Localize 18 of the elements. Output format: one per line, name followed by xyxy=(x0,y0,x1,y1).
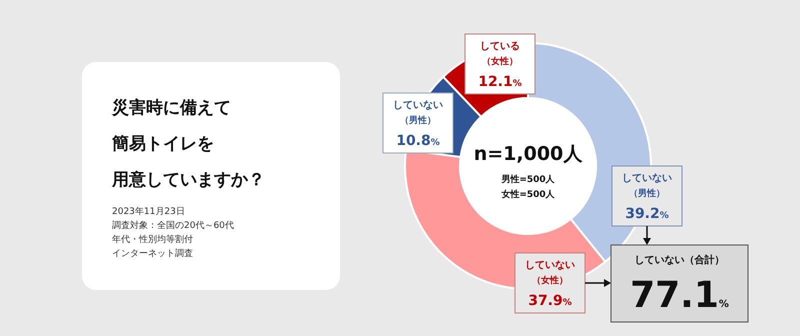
data-label: 39.2% xyxy=(625,206,669,222)
text: 災害時に備えて簡易トイレを用意していますか？ xyxy=(112,97,266,192)
text: 女性=500人 xyxy=(500,189,556,200)
data-label: 37.9% xyxy=(528,293,572,309)
text: 男性=500人 xyxy=(500,174,556,185)
slice-label: している（女性） xyxy=(480,41,520,67)
text: 調査対象：全国の20代～60代 xyxy=(112,220,234,231)
text: 年代・性別均等割付 xyxy=(112,234,193,245)
slice-label: していない（女性） xyxy=(525,260,575,286)
slice-label: していない（男性） xyxy=(622,173,672,199)
text: n=1,000人 xyxy=(474,143,584,165)
data-label: 10.8% xyxy=(396,133,440,149)
text: インターネット調査 xyxy=(112,248,193,259)
data-label: 12.1% xyxy=(478,74,522,90)
slice-label: していない（男性） xyxy=(393,100,443,126)
text: 77.1% xyxy=(630,275,729,316)
text: 2023年11月23日 xyxy=(112,206,185,217)
text: していない（合計） xyxy=(634,254,724,266)
